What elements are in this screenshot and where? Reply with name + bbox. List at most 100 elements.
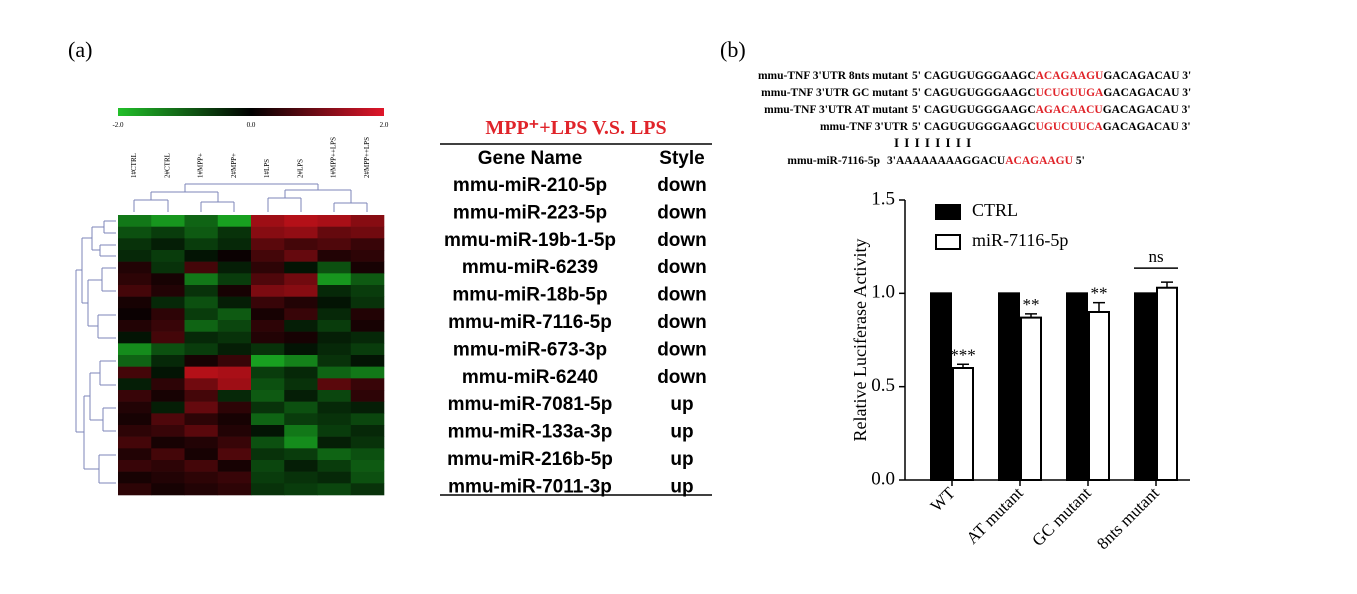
gene-style: up <box>670 449 693 470</box>
heatmap-cell <box>151 355 185 367</box>
heatmap-cell <box>151 460 185 472</box>
gene-style: down <box>657 175 707 196</box>
annotation: ** <box>1091 284 1108 303</box>
heatmap-cell <box>284 413 318 426</box>
y-axis-title: Relative Luciferase Activity <box>850 239 870 442</box>
heatmap-cell <box>118 448 152 461</box>
gene-name: mmu-miR-7011-3p <box>448 476 612 497</box>
heatmap-cell <box>251 355 285 367</box>
heatmap-cell <box>284 238 318 251</box>
heatmap-cell <box>251 460 285 472</box>
heatmap-cell <box>317 250 352 262</box>
bar <box>1156 286 1178 481</box>
bar <box>952 367 974 481</box>
column-label: 2#MPP+ <box>230 153 238 178</box>
gene-style: down <box>657 339 707 360</box>
column-dendrogram <box>133 183 368 212</box>
gene-name: mmu-miR-19b-1-5p <box>444 230 616 251</box>
heatmap-cell <box>118 378 152 391</box>
heatmap-cell <box>350 308 385 321</box>
heatmap-cell <box>350 425 385 437</box>
heatmap-cell <box>184 331 219 344</box>
gene-style: down <box>657 202 707 223</box>
heatmap-cell <box>217 390 252 402</box>
heatmap-cell <box>118 308 152 321</box>
column-label: 1#LPS <box>263 159 271 178</box>
heatmap-cell <box>350 413 385 426</box>
heatmap-cell <box>217 215 252 227</box>
heatmap-cell <box>317 285 352 297</box>
heatmap-cell <box>284 471 318 484</box>
heatmap-cell <box>251 436 285 449</box>
heatmap-cell <box>217 448 252 461</box>
heatmap-cell <box>184 308 219 321</box>
heatmap-cell <box>251 331 285 344</box>
heatmap-cell <box>151 413 185 426</box>
heatmap-cell <box>284 296 318 309</box>
gene-style: down <box>657 367 707 388</box>
error-bar <box>1161 281 1173 288</box>
heatmap-cell <box>184 401 219 414</box>
y-tick-label: 1.0 <box>871 282 895 303</box>
heatmap-cell <box>118 320 152 332</box>
heatmap-cell <box>350 320 385 332</box>
heatmap-cell <box>317 425 352 437</box>
heatmap-cell <box>151 448 185 461</box>
heatmap-cell <box>350 215 385 227</box>
heatmap-cell <box>284 308 318 321</box>
heatmap-cell <box>217 425 252 437</box>
heatmap-cell <box>184 285 219 297</box>
y-tick-label: 1.5 <box>871 188 895 209</box>
heatmap-cell <box>184 296 219 309</box>
heatmap-cell <box>284 215 318 227</box>
table-header: Style <box>659 148 704 169</box>
column-label: 1#CTRL <box>130 153 138 178</box>
sequence-part: ACAGAAGU <box>1036 70 1104 82</box>
heatmap-cell <box>151 285 185 297</box>
heatmap-cell <box>284 320 318 332</box>
heatmap-cell <box>184 471 219 484</box>
sequence-part: UCUGUUGA <box>1036 87 1104 99</box>
sequence-part: UGUCUUCA <box>1036 121 1104 133</box>
heatmap-cell <box>118 226 152 239</box>
heatmap-cell <box>151 320 185 332</box>
heatmap-cell <box>317 460 352 472</box>
gene-name: mmu-miR-6239 <box>462 257 598 278</box>
heatmap-cell <box>350 261 385 274</box>
heatmap-cell <box>350 483 385 496</box>
heatmap-cell <box>151 366 185 379</box>
gene-name: mmu-miR-216b-5p <box>447 449 613 470</box>
bar <box>1066 292 1088 482</box>
heatmap-cell <box>217 355 252 367</box>
annotation: ns <box>1148 247 1163 266</box>
heatmap-cell <box>317 331 352 344</box>
heatmap-cell <box>251 320 285 332</box>
heatmap-cell <box>151 250 185 262</box>
heatmap-cell <box>118 471 152 484</box>
heatmap-cell <box>118 285 152 297</box>
bar <box>1134 292 1156 482</box>
heatmap-cell <box>151 238 185 251</box>
gene-name: mmu-miR-7081-5p <box>448 394 613 415</box>
panel-label: (b) <box>720 37 746 62</box>
heatmap-cell <box>251 366 285 379</box>
heatmap-cell <box>118 401 152 414</box>
sequence-part: 3'AAAAAAAAGGACU <box>887 155 1006 167</box>
row-dendrogram <box>75 220 116 484</box>
heatmap-cell <box>317 448 352 461</box>
heatmap-cell <box>317 436 352 449</box>
heatmap-cell <box>284 436 318 449</box>
gene-style: down <box>657 285 707 306</box>
heatmap-cell <box>317 471 352 484</box>
legend-label: CTRL <box>972 200 1018 220</box>
heatmap-cell <box>217 261 252 274</box>
pairing-bars: I I I I I I I I <box>894 135 972 150</box>
heatmap-cell <box>184 273 219 286</box>
heatmap-cell <box>284 261 318 274</box>
annotation: *** <box>950 345 976 364</box>
heatmap-cell <box>184 238 219 251</box>
heatmap-cell <box>251 401 285 414</box>
heatmap-cell <box>184 425 219 437</box>
error-bar <box>957 363 969 368</box>
